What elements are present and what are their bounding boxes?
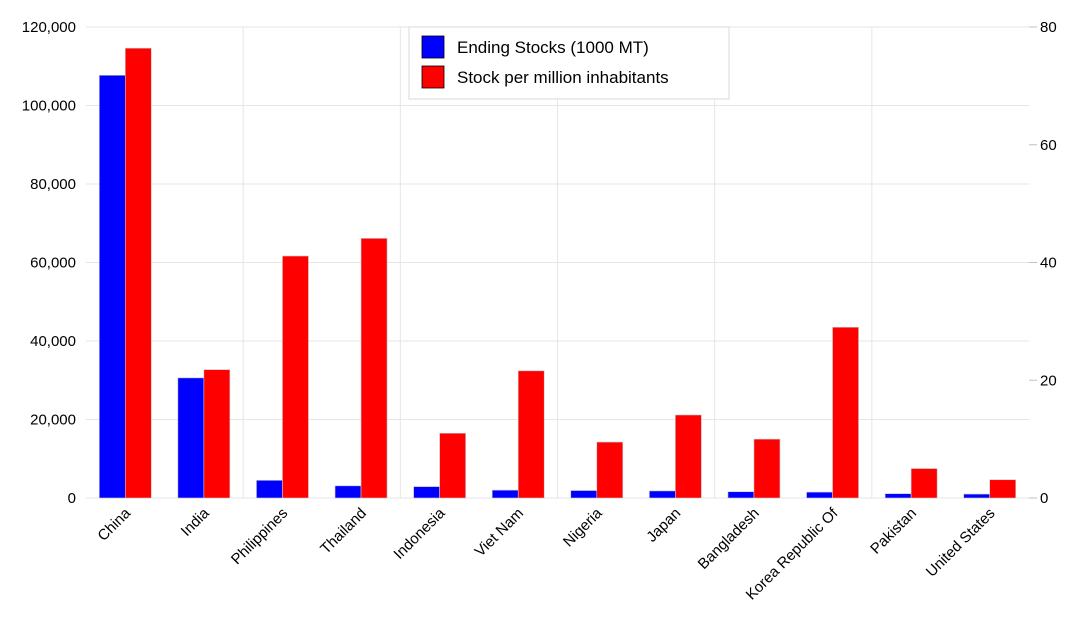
bar-stock-per-million bbox=[360, 238, 388, 499]
bar-stock-per-million bbox=[517, 370, 545, 499]
left-axis-ticks: 0 20,000 40,000 60,000 80,000 100,000 120,000 bbox=[22, 19, 76, 507]
bar-stock-per-million bbox=[596, 441, 624, 499]
x-tick-label: Indonesia bbox=[390, 504, 448, 562]
x-tick-label: China bbox=[94, 504, 134, 544]
y-tick-label: 0 bbox=[68, 490, 76, 507]
y-tick-label: 100,000 bbox=[22, 98, 76, 115]
bar-stock-per-million bbox=[989, 479, 1017, 499]
category-axis-labels: China India Philippines Thailand Indonesia Vi… bbox=[94, 504, 998, 603]
y2-tick-label: 20 bbox=[1040, 372, 1057, 389]
grid-lines bbox=[86, 26, 1029, 499]
bar-ending-stocks bbox=[98, 74, 126, 499]
bar-ending-stocks bbox=[413, 486, 440, 499]
legend: Ending Stocks (1000 MT) Stock per million… bbox=[408, 26, 730, 100]
bar-ending-stocks bbox=[806, 491, 833, 499]
bar-stock-per-million bbox=[753, 438, 781, 499]
bar-stock-per-million bbox=[832, 326, 859, 499]
x-tick-label: India bbox=[178, 504, 213, 539]
y-tick-label: 80,000 bbox=[30, 176, 76, 193]
x-tick-label: Nigeria bbox=[560, 504, 606, 550]
bar-ending-stocks bbox=[177, 377, 205, 499]
y2-tick-label: 80 bbox=[1040, 19, 1057, 36]
bar-ending-stocks bbox=[963, 493, 991, 499]
bars bbox=[98, 47, 1017, 499]
bar-stock-per-million bbox=[675, 414, 702, 499]
x-tick-label: Philippines bbox=[228, 505, 291, 568]
y-tick-label: 20,000 bbox=[30, 412, 76, 429]
x-tick-label: Thailand bbox=[317, 505, 370, 558]
legend-swatch bbox=[421, 65, 445, 89]
x-tick-label: Viet Nam bbox=[472, 505, 527, 560]
bar-ending-stocks bbox=[570, 490, 598, 499]
bar-stock-per-million bbox=[203, 369, 231, 499]
x-tick-label: Pakistan bbox=[867, 505, 920, 558]
legend-swatch bbox=[421, 35, 445, 59]
bar-stock-per-million bbox=[910, 468, 938, 499]
y-tick-label: 120,000 bbox=[22, 19, 76, 36]
bar-ending-stocks bbox=[649, 490, 676, 499]
legend-label: Stock per million inhabitants bbox=[457, 68, 669, 87]
bar-ending-stocks bbox=[727, 491, 755, 499]
bar-ending-stocks bbox=[256, 480, 283, 499]
bar-stock-per-million bbox=[124, 47, 152, 499]
x-tick-label: Japan bbox=[643, 505, 684, 546]
bar-stock-per-million bbox=[282, 255, 309, 499]
y2-tick-label: 0 bbox=[1040, 490, 1048, 507]
y2-tick-label: 60 bbox=[1040, 137, 1057, 154]
y2-tick-label: 40 bbox=[1040, 255, 1057, 272]
legend-label: Ending Stocks (1000 MT) bbox=[457, 38, 649, 57]
bar-ending-stocks bbox=[491, 489, 519, 499]
legend-box bbox=[408, 26, 730, 100]
x-tick-label: United States bbox=[923, 505, 999, 581]
y-tick-label: 40,000 bbox=[30, 333, 76, 350]
bar-stock-per-million bbox=[439, 432, 466, 499]
bar-ending-stocks bbox=[334, 485, 362, 499]
bar-ending-stocks bbox=[884, 493, 912, 499]
x-tick-label: Bangladesh bbox=[695, 505, 763, 573]
y-tick-label: 60,000 bbox=[30, 255, 76, 272]
right-axis-ticks: 0 20 40 60 80 bbox=[1029, 19, 1057, 507]
